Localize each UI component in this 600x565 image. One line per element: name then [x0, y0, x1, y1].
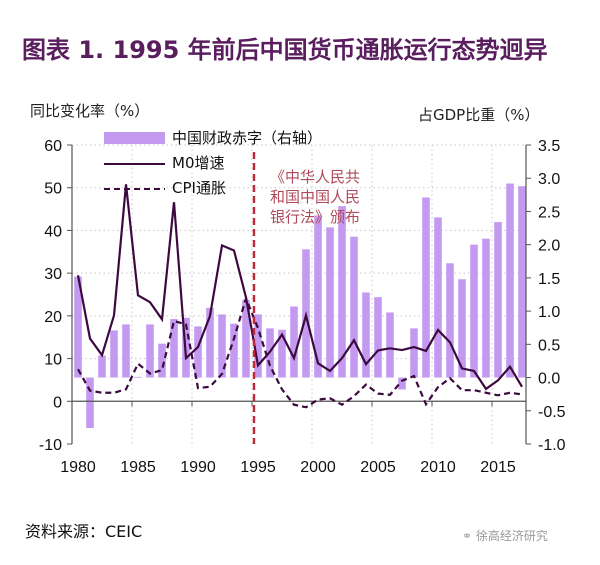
right-tick-label: 2.0 — [538, 238, 560, 255]
right-axis-label: 占GDP比重（%） — [418, 106, 540, 124]
x-tick-label: 1985 — [120, 459, 156, 476]
right-tick-label: -1.0 — [538, 437, 566, 454]
legend-label: CPI通胀 — [172, 179, 226, 197]
bar-2016 — [506, 183, 514, 378]
bar-1993 — [230, 323, 238, 378]
x-tick-label: 1995 — [240, 459, 276, 476]
bar-2002 — [338, 206, 346, 378]
bar-1987 — [158, 343, 166, 378]
bar-1984 — [122, 324, 130, 378]
left-tick-label: 60 — [44, 138, 62, 155]
chart-title: 图表 1. 1995 年前后中国货币通胀运行态势迥异 — [22, 36, 548, 64]
bar-2011 — [446, 263, 454, 378]
annotation-text: 《中华人民共 — [270, 168, 360, 186]
bar-1980 — [74, 276, 82, 378]
bar-2017 — [518, 186, 526, 378]
bar-2001 — [326, 227, 334, 378]
bar-2012 — [458, 279, 466, 378]
bar-1983 — [110, 330, 118, 378]
annotation-text: 和国中国人民 — [270, 188, 360, 206]
legend-label: 中国财政赤字（右轴） — [172, 129, 322, 147]
bar-1982 — [98, 355, 106, 378]
axes — [67, 144, 531, 445]
bar-1981 — [86, 377, 94, 429]
legend: 中国财政赤字（右轴） M0增速 CPI通胀 — [104, 129, 322, 197]
right-tick-label: 0.5 — [538, 337, 560, 354]
left-tick-label: 30 — [44, 266, 62, 283]
bar-2005 — [374, 297, 382, 378]
x-tick-label: 2005 — [360, 459, 396, 476]
bar-2007 — [398, 377, 406, 390]
tick-labels: 6050403020100-103.53.02.52.01.51.00.50.0… — [39, 138, 566, 476]
bar-2015 — [494, 222, 502, 378]
x-tick-label: 1980 — [60, 459, 96, 476]
bar-2003 — [350, 236, 358, 378]
legend-label: M0增速 — [172, 154, 225, 172]
bar-1992 — [218, 314, 226, 378]
bar-1997 — [278, 329, 286, 378]
left-tick-label: 40 — [44, 223, 62, 240]
x-tick-label: 2015 — [480, 459, 516, 476]
bar-2010 — [434, 217, 442, 378]
bar-1991 — [206, 307, 214, 378]
bar-2014 — [482, 238, 490, 378]
bar-1986 — [146, 324, 154, 378]
bar-2004 — [362, 292, 370, 378]
bar-1998 — [290, 306, 298, 378]
x-tick-label: 1990 — [180, 459, 216, 476]
watermark: ⚭ 徐高经济研究 — [462, 527, 548, 544]
right-tick-label: 1.0 — [538, 304, 560, 321]
x-tick-label: 2010 — [420, 459, 456, 476]
right-tick-label: 3.5 — [538, 138, 560, 155]
m0-growth-line — [76, 184, 523, 391]
left-axis-label: 同比变化率（%） — [30, 102, 150, 120]
right-tick-label: -0.5 — [538, 404, 566, 421]
bar-1994 — [242, 299, 250, 378]
right-tick-label: 3.0 — [538, 171, 560, 188]
right-tick-label: 1.5 — [538, 271, 560, 288]
bar-1985 — [134, 376, 142, 378]
left-tick-label: 20 — [44, 309, 62, 326]
bar-2006 — [386, 312, 394, 378]
annotation-text: 银行法》颁布 — [270, 208, 360, 226]
legend-swatch-deficit — [104, 132, 165, 144]
bar-2013 — [470, 244, 478, 378]
source-note: 资料来源：CEIC — [25, 522, 143, 541]
bar-2000 — [314, 215, 322, 378]
bar-1988 — [170, 319, 178, 378]
bar-1990 — [194, 326, 202, 378]
bar-2008 — [410, 328, 418, 378]
watermark-text: 徐高经济研究 — [475, 529, 548, 543]
left-tick-label: 10 — [44, 352, 62, 369]
bar-series-fiscal-deficit — [74, 183, 526, 429]
wechat-icon: ⚭ — [462, 529, 473, 543]
left-tick-label: -10 — [39, 437, 62, 454]
left-tick-label: 50 — [44, 181, 62, 198]
chart: 6050403020100-103.53.02.52.01.51.00.50.0… — [39, 129, 566, 476]
right-tick-label: 0.0 — [538, 371, 560, 388]
left-tick-label: 0 — [53, 394, 62, 411]
line-series — [76, 184, 523, 409]
bar-2009 — [422, 197, 430, 378]
x-tick-label: 2000 — [300, 459, 336, 476]
right-tick-label: 2.5 — [538, 204, 560, 221]
bar-1995 — [254, 314, 262, 378]
